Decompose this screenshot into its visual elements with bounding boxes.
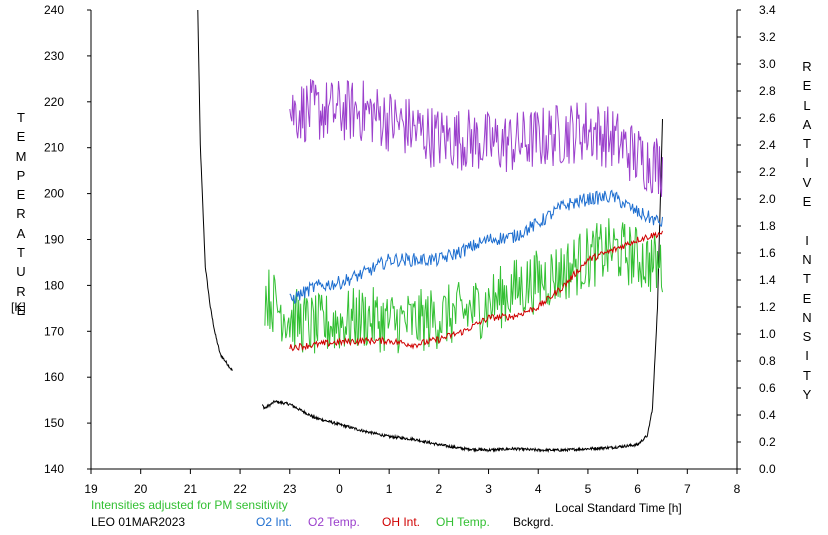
- pm-sensitivity-note: Intensities adjusted for PM sensitivity: [91, 498, 288, 512]
- right-tick-label: 1.4: [759, 273, 776, 287]
- x-tick-label: 0: [336, 482, 343, 496]
- left-tick-label: 140: [44, 462, 64, 476]
- x-tick-label: 8: [734, 482, 741, 496]
- right-tick-label: 0.2: [759, 435, 776, 449]
- left-tick-label: 220: [44, 95, 64, 109]
- left-tick-label: 160: [44, 370, 64, 384]
- series-group: [197, 9, 663, 453]
- right-tick-label: 1.6: [759, 246, 776, 260]
- legend-bckgrd: Bckgrd.: [513, 515, 554, 529]
- left-tick-label: 210: [44, 141, 64, 155]
- legend-oh-temp: OH Temp.: [436, 515, 490, 529]
- right-tick-label: 2.6: [759, 111, 776, 125]
- right-tick-label: 3.0: [759, 57, 776, 71]
- x-tick-label: 3: [485, 482, 492, 496]
- right-axis-title: R E L A T I V E I N T E N S I T Y: [802, 59, 812, 403]
- left-axis-title: T E M P E R A T U R E: [15, 110, 27, 318]
- left-tick-label: 230: [44, 49, 64, 63]
- series-line-oh-temp: [264, 218, 663, 354]
- left-tick-label: 240: [44, 3, 64, 17]
- x-axis-label: Local Standard Time [h]: [555, 501, 682, 515]
- series-line-oh-int: [289, 230, 663, 352]
- station-date-label: LEO 01MAR2023: [91, 515, 186, 529]
- x-tick-label: 23: [283, 482, 297, 496]
- x-tick-label: 20: [134, 482, 148, 496]
- left-tick-label: 200: [44, 187, 64, 201]
- legend-oh-int: OH Int.: [382, 515, 421, 529]
- x-tick-label: 2: [436, 482, 443, 496]
- right-tick-label: 0.6: [759, 381, 776, 395]
- series-line-o2-temp: [289, 79, 663, 197]
- left-axis-unit: [K]: [11, 300, 26, 314]
- x-tick-label: 21: [184, 482, 198, 496]
- right-tick-label: 2.8: [759, 84, 776, 98]
- x-tick-label: 5: [585, 482, 592, 496]
- right-tick-label: 2.4: [759, 138, 776, 152]
- axes-group: 1401501601701801902002102202302400.00.20…: [44, 3, 776, 496]
- right-tick-label: 3.2: [759, 30, 776, 44]
- x-tick-label: 4: [535, 482, 542, 496]
- x-tick-label: 22: [233, 482, 247, 496]
- left-tick-label: 170: [44, 324, 64, 338]
- right-tick-label: 3.4: [759, 3, 776, 17]
- right-tick-label: 1.8: [759, 219, 776, 233]
- left-tick-label: 190: [44, 233, 64, 247]
- right-tick-label: 1.0: [759, 327, 776, 341]
- right-tick-label: 1.2: [759, 300, 776, 314]
- right-tick-label: 2.0: [759, 192, 776, 206]
- series-line-bckgrd-part2: [261, 118, 663, 453]
- left-tick-label: 180: [44, 278, 64, 292]
- left-tick-label: 150: [44, 416, 64, 430]
- series-line-bckgrd-part1: [197, 9, 233, 371]
- x-tick-label: 19: [84, 482, 98, 496]
- x-tick-label: 7: [684, 482, 691, 496]
- right-tick-label: 0.8: [759, 354, 776, 368]
- right-tick-label: 0.0: [759, 462, 776, 476]
- x-tick-label: 6: [634, 482, 641, 496]
- legend-o2-temp: O2 Temp.: [308, 515, 360, 529]
- legend-o2-int: O2 Int.: [256, 515, 293, 529]
- right-tick-label: 0.4: [759, 408, 776, 422]
- series-line-o2-int: [289, 189, 663, 305]
- right-tick-label: 2.2: [759, 165, 776, 179]
- x-tick-label: 1: [386, 482, 393, 496]
